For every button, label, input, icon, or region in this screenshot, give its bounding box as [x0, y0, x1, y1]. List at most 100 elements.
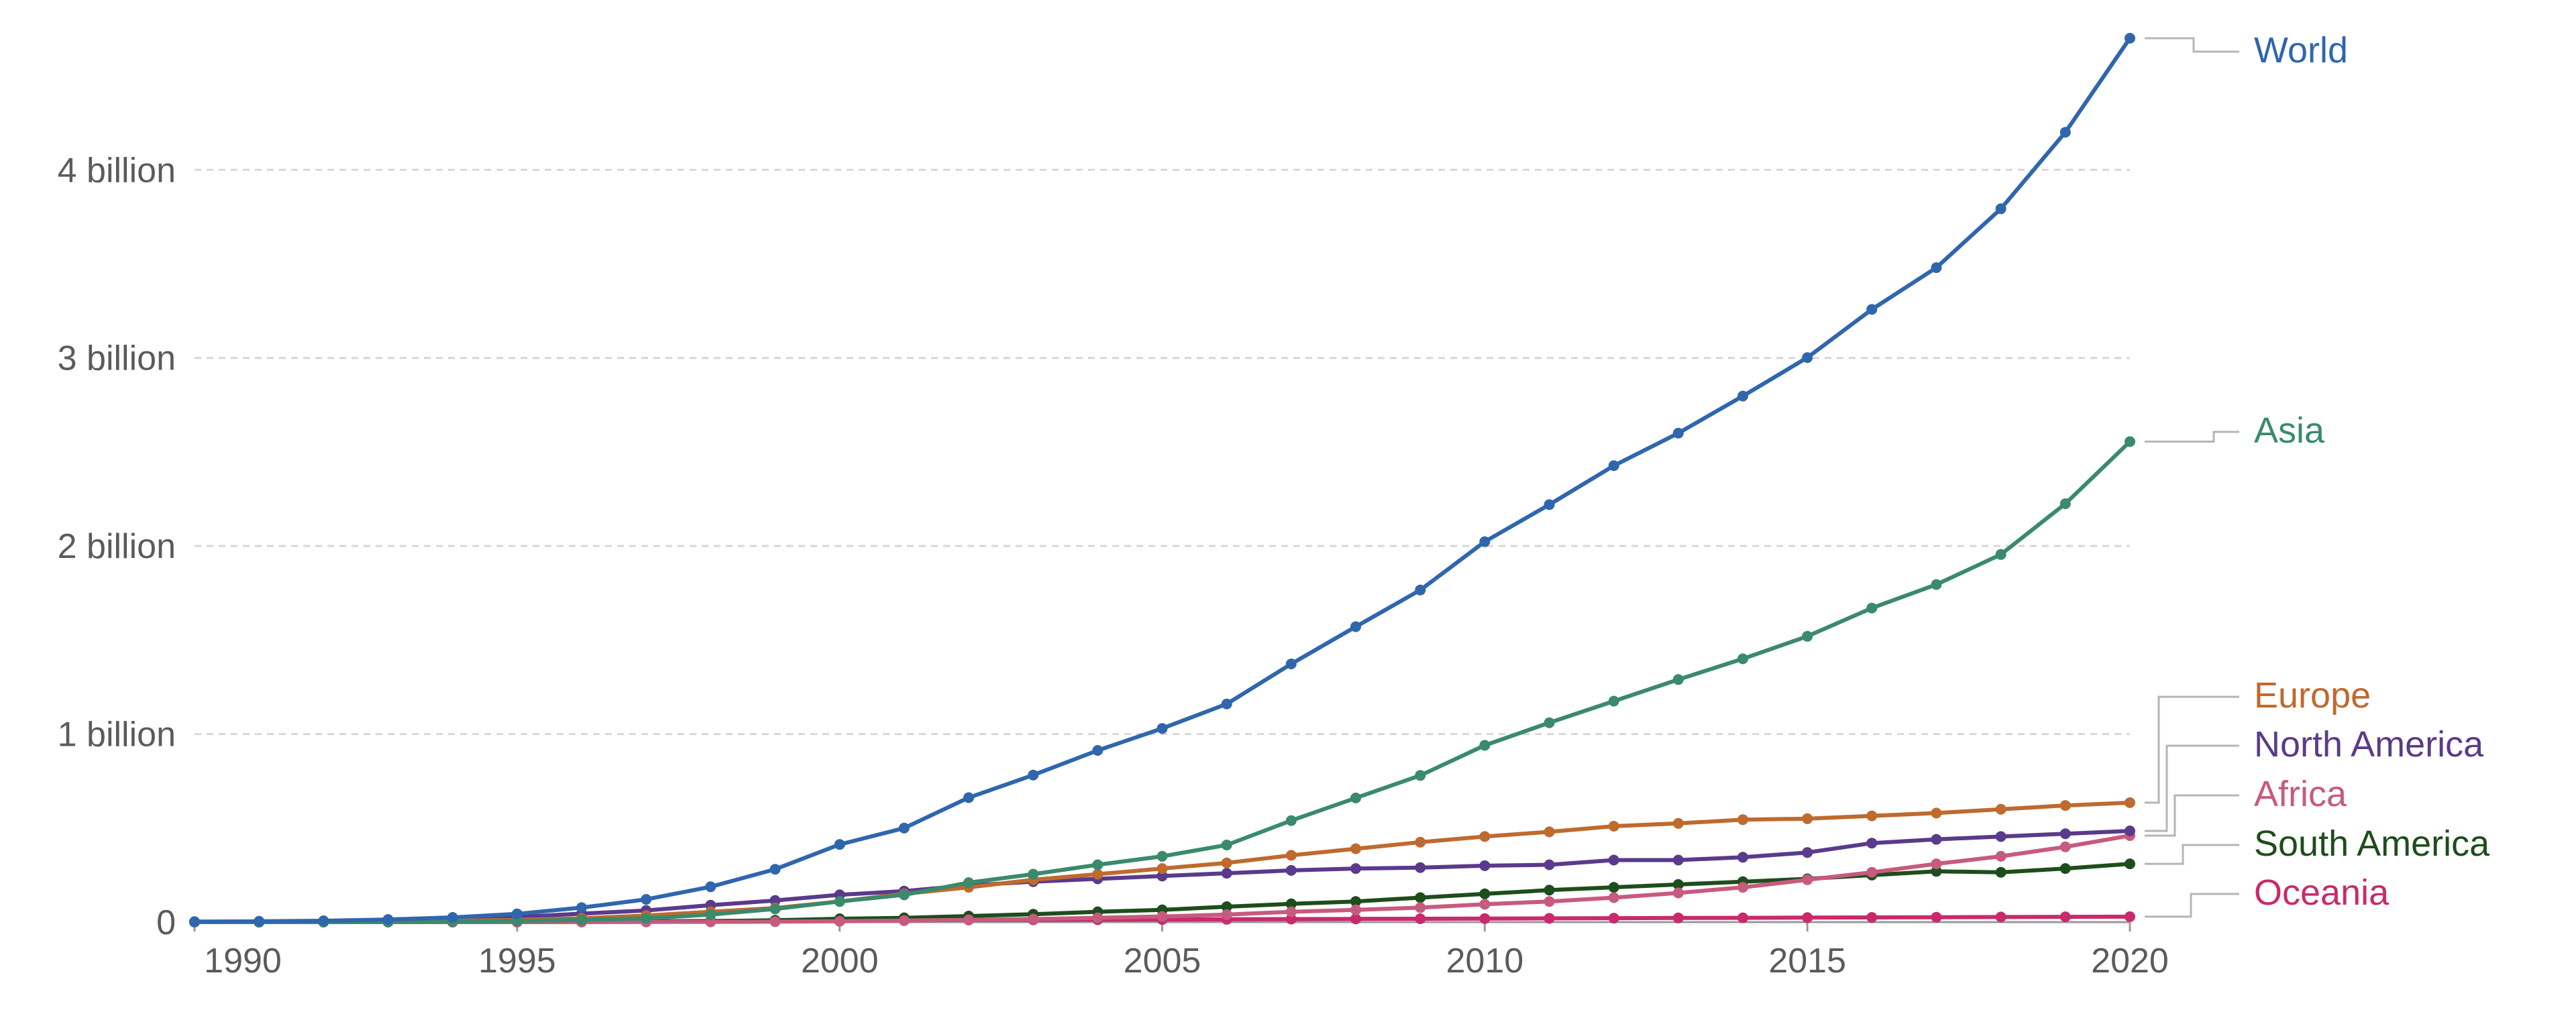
data-point — [1544, 717, 1555, 728]
data-point — [1350, 904, 1361, 915]
data-point — [1737, 852, 1748, 863]
data-point — [1802, 813, 1813, 824]
data-point — [2059, 127, 2071, 138]
data-point — [1350, 896, 1361, 907]
data-point — [1737, 653, 1748, 665]
series-label: Asia — [2254, 410, 2325, 451]
label-leader-line — [2145, 844, 2239, 865]
data-point — [1479, 740, 1491, 751]
data-point — [1672, 879, 1684, 890]
data-point — [1157, 850, 1168, 862]
data-point — [1737, 814, 1748, 826]
data-point — [1608, 892, 1619, 903]
data-point — [898, 915, 910, 926]
data-point — [2059, 911, 2071, 923]
data-point — [641, 894, 652, 905]
data-point — [1931, 866, 1942, 877]
data-point — [1544, 859, 1555, 870]
data-point — [2059, 828, 2071, 840]
data-point — [1350, 843, 1361, 854]
x-tick-label: 1990 — [204, 942, 282, 980]
data-point — [254, 915, 265, 927]
y-tick-label: 4 billion — [58, 151, 176, 190]
data-point — [898, 889, 910, 901]
series-line — [194, 800, 2131, 924]
data-point — [1995, 850, 2006, 862]
data-point — [2125, 797, 2135, 808]
data-point — [1866, 810, 1878, 822]
data-point — [1415, 584, 1426, 596]
data-point — [1221, 901, 1232, 912]
series-label: North America — [2254, 724, 2484, 765]
data-point — [1544, 885, 1555, 896]
data-point — [189, 916, 200, 927]
y-axis-tick-labels: 0 1 billion 2 billion 3 billion 4 billion — [58, 151, 176, 942]
data-point — [898, 822, 910, 834]
data-point — [769, 864, 781, 875]
data-point — [834, 896, 845, 907]
data-point — [1866, 304, 1878, 315]
data-point — [1802, 847, 1813, 858]
data-point — [2059, 800, 2071, 811]
data-point — [1608, 854, 1619, 866]
data-point — [511, 908, 523, 919]
data-point — [834, 915, 845, 927]
data-point — [1995, 866, 2006, 878]
data-point — [1028, 769, 1039, 781]
data-point — [1608, 913, 1619, 924]
label-leader-line — [2145, 431, 2239, 443]
data-point — [1995, 831, 2006, 842]
data-point — [1544, 913, 1555, 924]
data-point — [1737, 390, 1748, 402]
data-point — [1544, 499, 1555, 510]
data-point — [1092, 745, 1104, 756]
data-point — [1866, 602, 1878, 614]
data-point — [1221, 868, 1232, 879]
data-point — [2125, 858, 2135, 870]
data-point — [1415, 862, 1426, 873]
series-labels: World Asia Europe North America Africa South … — [2145, 30, 2490, 918]
data-point — [1672, 854, 1684, 866]
data-point — [1479, 831, 1491, 842]
series-lines — [189, 33, 2135, 927]
data-point — [1802, 912, 1813, 923]
data-point — [1092, 868, 1104, 880]
data-point — [1931, 579, 1942, 590]
data-point — [1285, 850, 1297, 861]
data-point — [641, 913, 652, 924]
data-point — [2125, 436, 2135, 447]
data-point — [2125, 911, 2135, 922]
label-leader-line — [2145, 893, 2239, 918]
label-leader-line — [2145, 744, 2239, 832]
data-point — [1221, 840, 1232, 850]
data-point — [705, 881, 716, 893]
data-point — [1544, 826, 1555, 838]
data-point — [1350, 792, 1361, 803]
data-point — [1995, 203, 2006, 215]
data-point — [1672, 427, 1684, 439]
series-world — [189, 33, 2135, 927]
label-leader-line — [2145, 794, 2239, 837]
y-tick-label: 3 billion — [58, 339, 176, 378]
data-point — [2059, 498, 2071, 510]
data-point — [1092, 912, 1104, 923]
data-point — [1802, 874, 1813, 885]
series-line — [195, 440, 2132, 924]
x-tick-label: 2005 — [1124, 942, 1201, 980]
data-point — [1157, 911, 1168, 922]
label-leader-line — [2145, 695, 2239, 804]
x-tick-label: 2020 — [2091, 942, 2169, 980]
data-point — [963, 914, 974, 925]
data-point — [769, 903, 781, 915]
data-point — [769, 895, 781, 906]
data-point — [1415, 892, 1426, 903]
series-asia — [189, 436, 2135, 927]
x-tick-label: 1995 — [478, 942, 556, 980]
x-tick-label: 2010 — [1446, 942, 1523, 980]
data-point — [1285, 906, 1297, 917]
y-tick-label: 1 billion — [58, 716, 176, 754]
data-point — [1479, 913, 1491, 924]
data-point — [2125, 33, 2135, 44]
data-point — [382, 914, 394, 925]
data-point — [1672, 912, 1684, 923]
